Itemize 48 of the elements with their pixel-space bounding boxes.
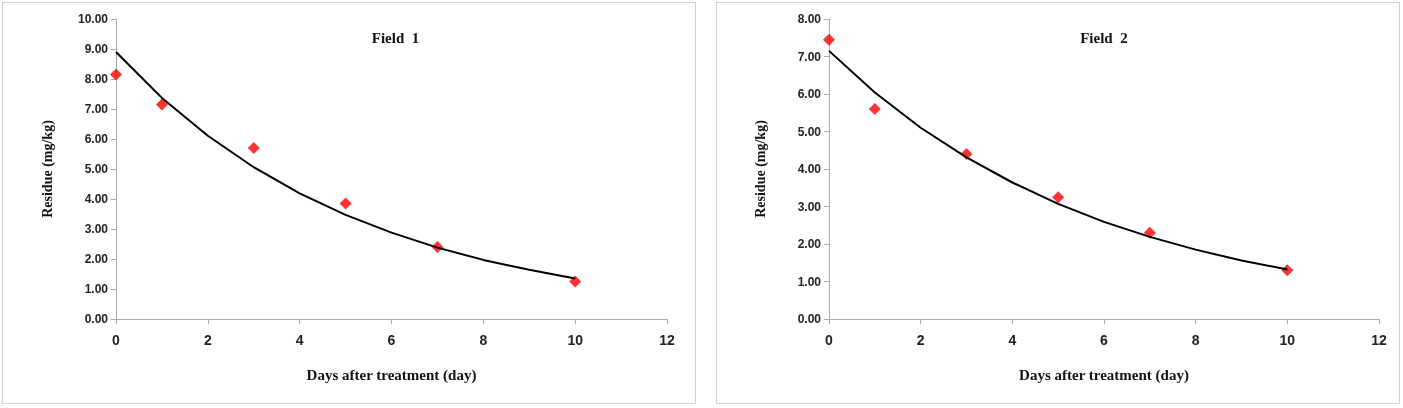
y-axis-title: Residue (mg/kg) [39,119,56,218]
y-tick-label: 3.00 [84,222,109,236]
x-tick-label: 0 [112,332,121,348]
x-axis-title: Days after treatment (day) [306,366,477,384]
x-tick-label: 0 [825,332,834,348]
y-tick-label: 4.00 [84,192,109,206]
x-tick-label: 6 [387,332,396,348]
y-tick-label: 2.00 [797,237,822,251]
x-tick-label: 4 [295,332,304,348]
x-tick-label: 6 [1100,332,1109,348]
point [110,68,122,81]
y-tick-label: 7.00 [84,102,109,116]
y-tick-label: 1.00 [797,274,822,289]
x-tick-label: 4 [1008,332,1017,348]
y-tick-label: 7.00 [797,49,822,64]
x-axis-title: Days after treatment (day) [1019,366,1189,384]
text: Field 2 [1080,29,1128,46]
point [1052,191,1065,204]
y-tick-label: 8.00 [797,12,822,26]
point [155,98,168,111]
y-axis-title: Residue (mg/kg) [752,119,769,218]
y-tick-label: 5.00 [797,124,822,139]
point [339,197,352,210]
y-tick-label: 0.00 [797,312,822,326]
x-tick-label: 2 [203,332,212,348]
y-tick-label: 0.00 [84,312,109,326]
y-tick-label: 2.00 [84,252,109,266]
x-tick-label: 10 [567,332,584,348]
x-tick-label: 12 [659,332,675,348]
x-tick-label: 2 [916,332,925,348]
point [247,142,260,154]
y-tick-label: 6.00 [797,87,822,101]
y-tick-label: 1.00 [84,282,109,296]
point [823,33,835,46]
x-tick-label: 8 [1191,332,1200,348]
y-tick-label: 8.00 [84,72,109,86]
x-tick-label: 10 [1279,332,1296,348]
point [868,103,881,115]
y-tick-label: 4.00 [797,162,822,176]
y-tick-label: 9.00 [84,42,109,56]
x-tick-label: 12 [1371,332,1387,348]
point [569,275,582,288]
text: Field 1 [371,29,420,46]
y-tick-label: 6.00 [84,132,109,146]
y-tick-label: 5.00 [84,162,109,176]
y-tick-label: 10.00 [77,12,109,26]
y-tick-label: 3.00 [797,199,822,214]
x-tick-label: 8 [479,332,488,348]
